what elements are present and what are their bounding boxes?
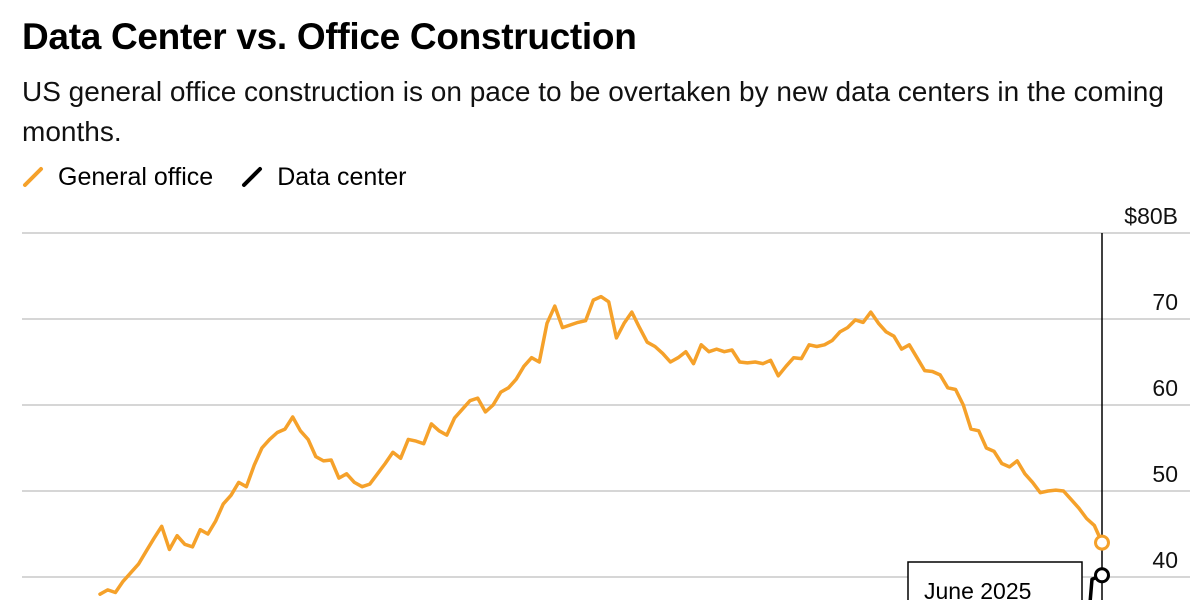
series-endpoint-general-office xyxy=(1094,534,1110,551)
y-tick-label-70: 70 xyxy=(1152,289,1178,315)
series-endpoint-data-center xyxy=(1094,567,1110,584)
y-tick-label-80: $80B xyxy=(1124,203,1178,229)
y-tick-label-50: 50 xyxy=(1152,461,1178,487)
legend-label-data-center: Data center xyxy=(277,162,407,191)
general-office-swatch-icon xyxy=(23,167,43,187)
y-tick-label-40: 40 xyxy=(1152,547,1178,573)
date-callout-label: June 2025 xyxy=(924,578,1031,600)
chart-title: Data Center vs. Office Construction xyxy=(22,16,637,57)
callout-layer: June 2025 xyxy=(907,561,1083,600)
date-callout-box xyxy=(907,561,1083,600)
legend: General office Data center xyxy=(22,160,434,194)
data-center-swatch-icon xyxy=(242,167,263,187)
chart-subtitle: US general office construction is on pac… xyxy=(22,76,1164,147)
legend-label-general-office: General office xyxy=(58,162,214,191)
legend-item-data-center: Data center xyxy=(241,163,406,192)
y-tick-label-60: 60 xyxy=(1152,375,1178,401)
series-layer xyxy=(98,294,1110,600)
series-line-general-office xyxy=(98,294,1104,596)
legend-item-general-office: General office xyxy=(22,163,213,192)
